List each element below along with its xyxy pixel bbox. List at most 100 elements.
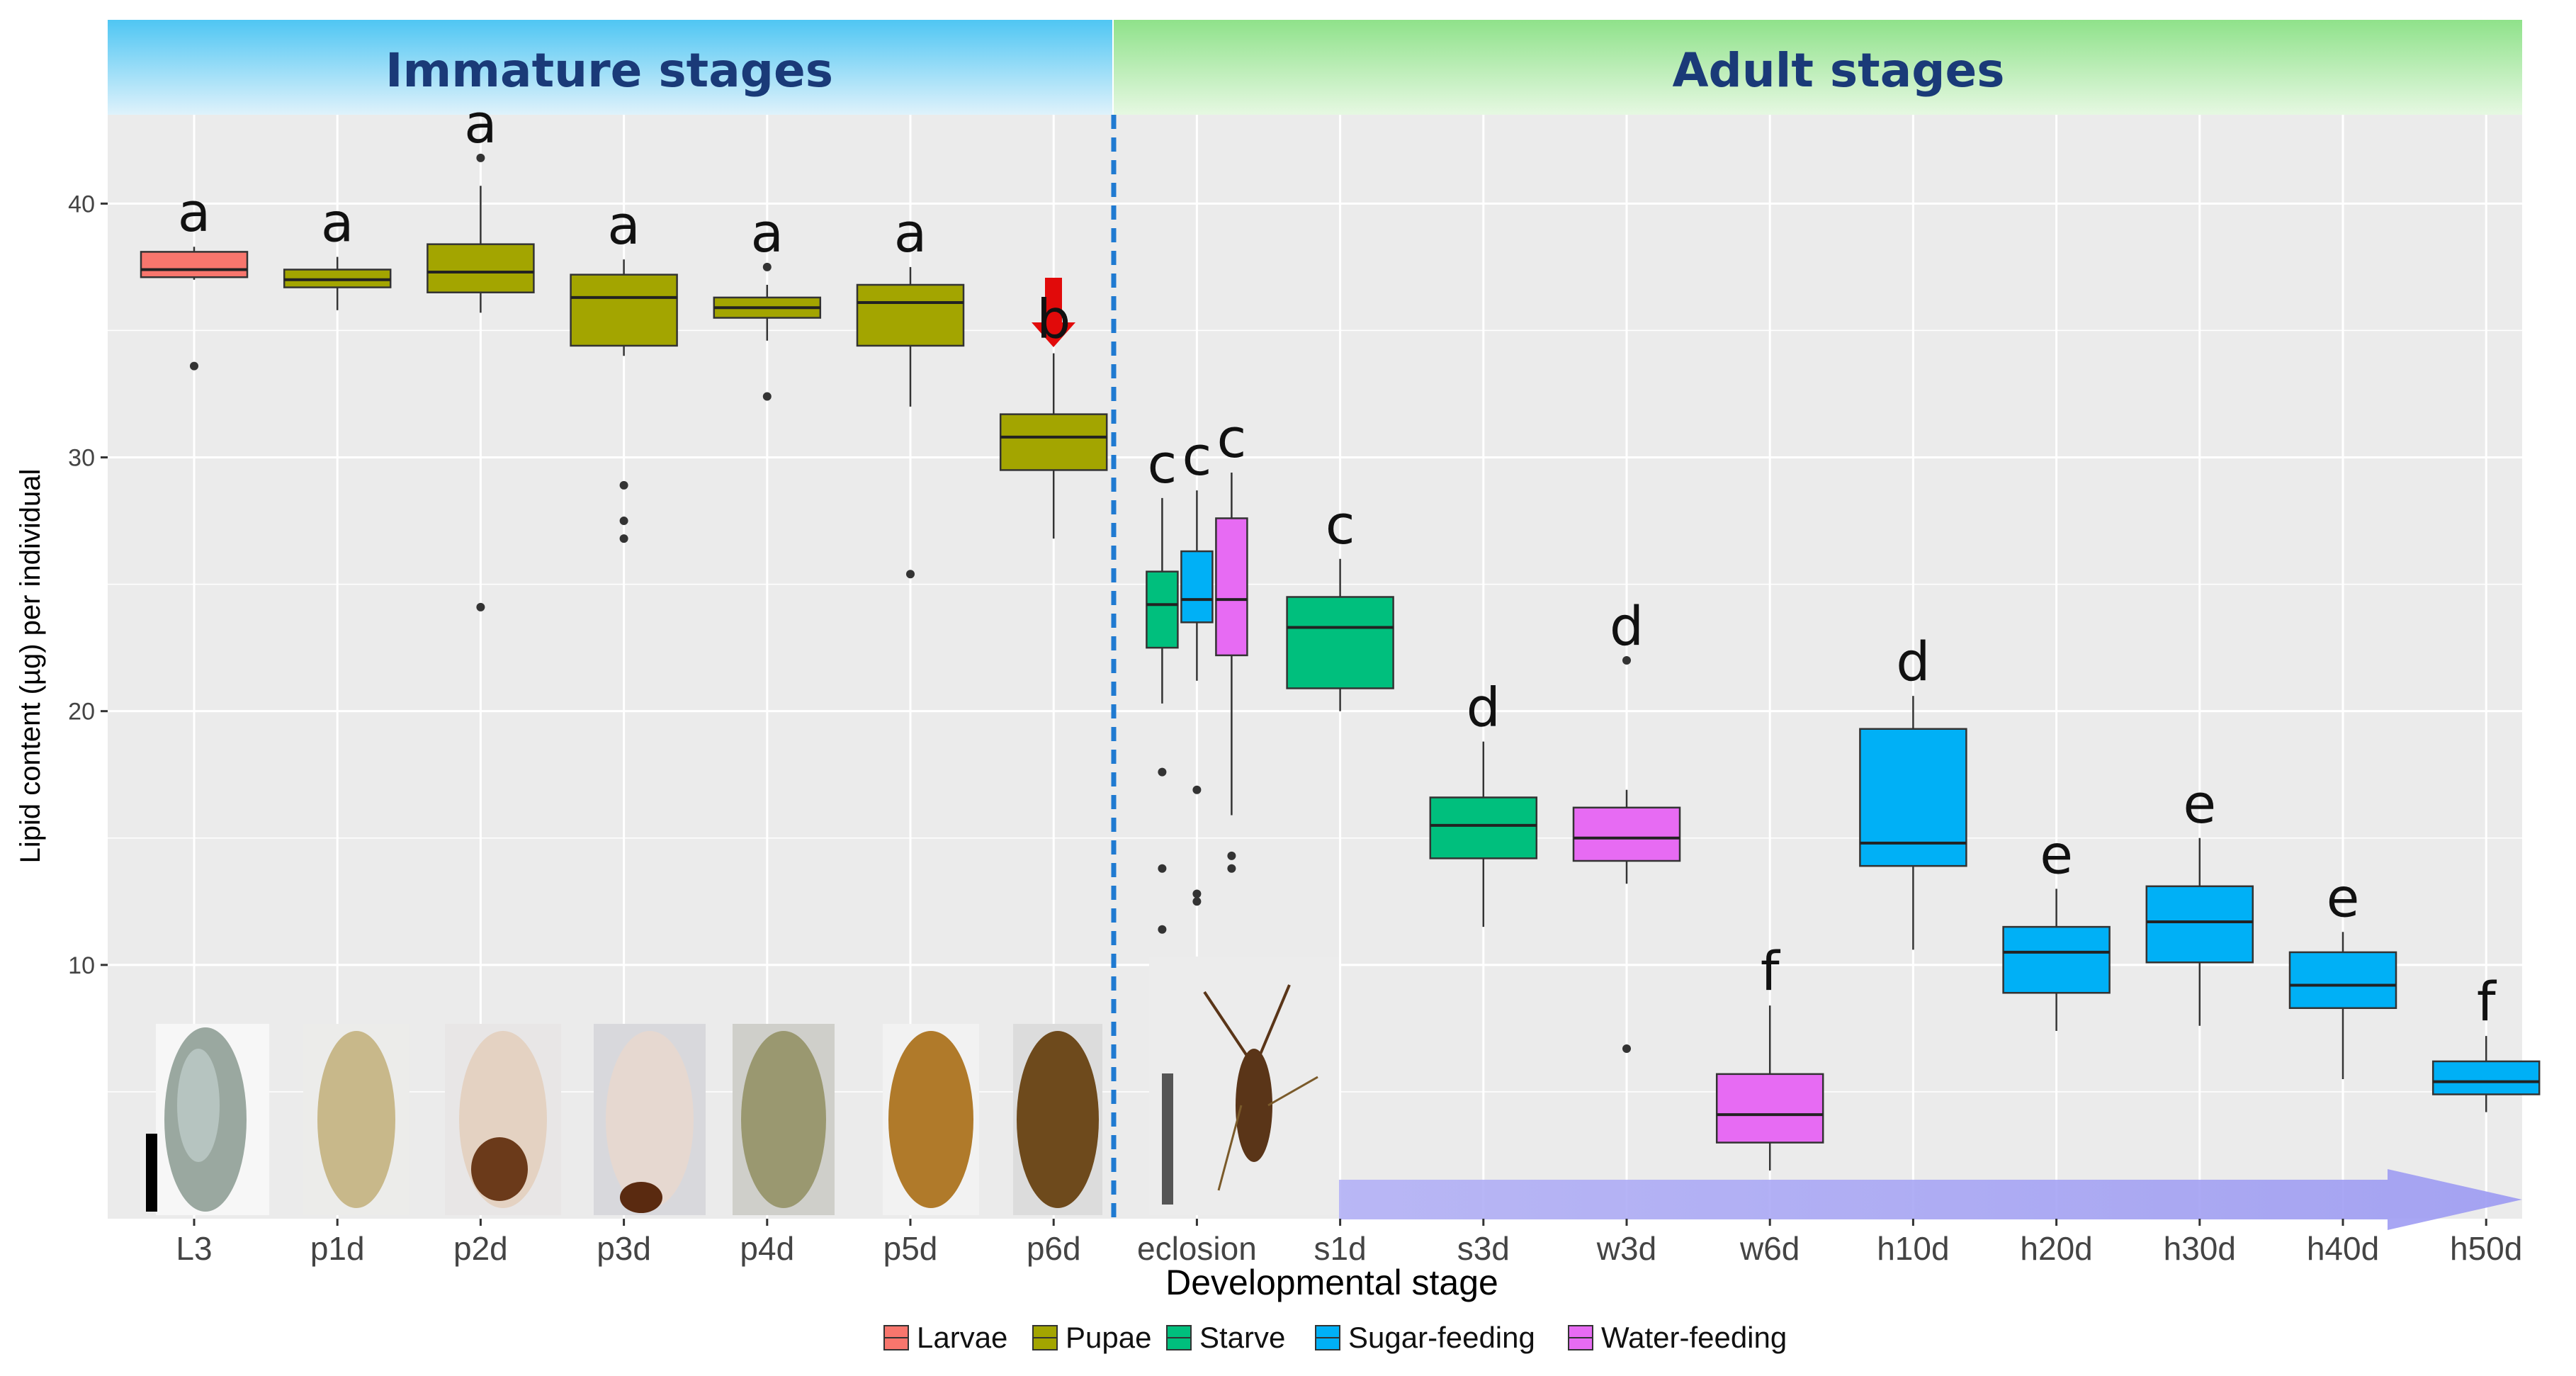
x-axis: L3 p1d p2d p3d p4d p5d p6d eclosion s1d s3d w3d w6d… <box>176 1219 2522 1267</box>
significance-letter: d <box>1610 594 1644 658</box>
box-w3d-water-feeding: d <box>1572 594 1681 1054</box>
y-axis-label: Lipid content (µg) per individual <box>15 469 46 864</box>
pupa-p6d-shape <box>1017 1031 1099 1208</box>
x-tick-label: p4d <box>740 1230 794 1267</box>
box-eclosion-sugar-feeding: c <box>1180 424 1214 906</box>
box-iqr <box>1215 517 1248 657</box>
box-h40d-sugar-feeding: e <box>2288 866 2397 1080</box>
x-tick-label: L3 <box>176 1230 212 1267</box>
legend-item-sugar-feeding: Sugar-feeding <box>1315 1321 1535 1354</box>
outlier-point <box>906 570 915 579</box>
box-s1d-starve: c <box>1286 493 1394 711</box>
larva-highlight <box>177 1049 220 1162</box>
adult-leg-1 <box>1217 1105 1243 1191</box>
outlier-point <box>476 153 485 162</box>
x-tick-label: h30d <box>2164 1230 2236 1267</box>
y-tick-label: 10 <box>68 952 95 979</box>
pupa-p3d-dark <box>620 1182 662 1213</box>
adult-antenna-l <box>1203 991 1248 1057</box>
box-iqr <box>999 413 1108 471</box>
legend-item-larvae: Larvae <box>883 1321 1007 1354</box>
significance-letter: e <box>2183 772 2216 835</box>
box-p4d-pupae: a <box>713 201 822 401</box>
outlier-point <box>619 534 628 543</box>
adult-leg-2 <box>1267 1076 1318 1107</box>
legend: Larvae Pupae Starve Sugar-feeding Water-feed… <box>883 1321 1787 1354</box>
box-iqr <box>1429 796 1538 859</box>
x-tick-label: s3d <box>1457 1230 1510 1267</box>
outlier-point <box>1227 851 1236 860</box>
legend-label: Starve <box>1199 1321 1285 1354</box>
y-axis: 10 20 30 40 <box>68 191 108 979</box>
adult-antenna-r <box>1258 984 1291 1056</box>
y-tick-label: 20 <box>68 699 95 726</box>
box-iqr <box>856 283 965 347</box>
outlier-point <box>1158 925 1167 934</box>
x-tick-label: p2d <box>453 1230 508 1267</box>
legend-item-starve: Starve <box>1166 1321 1285 1354</box>
box-h20d-sugar-feeding: e <box>2002 823 2111 1031</box>
box-iqr <box>1286 596 1394 689</box>
box-iqr <box>2431 1060 2541 1095</box>
box-s3d-starve: d <box>1429 676 1538 927</box>
box-iqr <box>1859 728 1967 867</box>
y-tick-label: 30 <box>68 445 95 472</box>
pupa-p1d-shape <box>317 1031 395 1208</box>
significance-letter: a <box>607 193 640 256</box>
adult-banner-label: Adult stages <box>1672 43 2004 98</box>
box-h30d-sugar-feeding: e <box>2145 772 2254 1026</box>
scale-bar-adult <box>1162 1073 1173 1205</box>
significance-letter: a <box>751 201 784 264</box>
legend-item-water-feeding: Water-feeding <box>1568 1321 1787 1354</box>
x-tick-label: h10d <box>1877 1230 1949 1267</box>
outlier-point <box>190 361 198 371</box>
scale-bar-left <box>146 1134 157 1212</box>
box-h10d-sugar-feeding: d <box>1859 630 1967 950</box>
legend-label: Sugar-feeding <box>1348 1321 1535 1354</box>
significance-letter: c <box>1148 432 1177 495</box>
significance-letter: f <box>2477 970 2497 1033</box>
significance-letter: c <box>1326 493 1355 556</box>
legend-label: Pupae <box>1066 1321 1151 1354</box>
significance-letter: a <box>464 92 497 155</box>
x-tick-label: w3d <box>1596 1230 1656 1267</box>
box-p3d-pupae: a <box>570 193 678 543</box>
x-tick-label: p5d <box>883 1230 938 1267</box>
significance-letter: d <box>1896 630 1930 693</box>
outlier-point <box>1158 864 1167 873</box>
outlier-point <box>762 392 772 401</box>
legend-label: Water-feeding <box>1601 1321 1787 1354</box>
box-p2d-pupae: a <box>426 92 535 611</box>
box-iqr <box>1180 550 1214 624</box>
significance-letter: a <box>894 201 927 264</box>
box-iqr <box>570 273 678 347</box>
significance-letter: e <box>2327 866 2360 929</box>
box-iqr <box>140 251 249 278</box>
outlier-point <box>476 602 485 611</box>
significance-letter: c <box>1182 424 1212 487</box>
box-iqr <box>2288 951 2397 1009</box>
box-iqr <box>1146 570 1179 649</box>
outlier-point <box>1192 897 1202 906</box>
x-tick-label: w6d <box>1739 1230 1800 1267</box>
outlier-point <box>1622 656 1631 665</box>
outlier-point <box>762 262 772 271</box>
box-eclosion-starve: c <box>1146 432 1179 934</box>
y-tick-label: 40 <box>68 191 95 218</box>
box-iqr <box>1572 806 1681 862</box>
pupa-p3d-shape <box>606 1031 694 1208</box>
box-h50d-sugar-feeding: f <box>2431 970 2541 1112</box>
significance-letter: a <box>178 181 211 244</box>
red-arrow-icon <box>1032 278 1075 347</box>
x-axis-label: Developmental stage <box>1165 1263 1498 1302</box>
box-eclosion-water-feeding: c <box>1215 407 1248 873</box>
adult-body <box>1236 1049 1272 1162</box>
x-tick-label: p6d <box>1027 1230 1081 1267</box>
immature-banner <box>108 20 1112 115</box>
significance-letter: c <box>1217 407 1247 470</box>
box-w6d-water-feeding: f <box>1715 940 1824 1171</box>
immature-banner-label: Immature stages <box>385 43 833 98</box>
x-tick-label: h50d <box>2450 1230 2522 1267</box>
box-p1d-pupae: a <box>283 191 392 310</box>
